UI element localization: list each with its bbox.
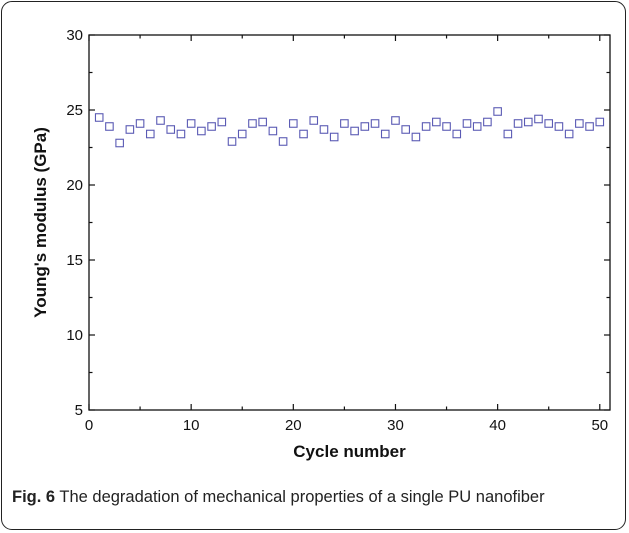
- data-point: [268, 126, 278, 136]
- data-point: [176, 129, 186, 139]
- x-tick-label: 0: [85, 417, 93, 434]
- y-tick-label: 15: [66, 252, 83, 269]
- data-point: [493, 107, 502, 116]
- data-point: [380, 129, 390, 139]
- data-point: [299, 129, 308, 139]
- data-point: [105, 122, 114, 131]
- x-tick-label: 10: [183, 417, 200, 434]
- data-point: [207, 122, 216, 131]
- data-point: [248, 119, 257, 128]
- figure-caption: Fig. 6 The degradation of mechanical pro…: [12, 486, 612, 508]
- axis-ticks: 0 10 20 30 40 50 5 10 15 20 25 30: [66, 27, 610, 434]
- x-tick-label: 30: [387, 417, 404, 434]
- y-tick-label: 20: [66, 177, 83, 194]
- figure-number: Fig. 6: [12, 488, 56, 506]
- plot-area: [88, 34, 611, 411]
- y-tick-label: 25: [66, 102, 83, 119]
- data-point: [513, 119, 523, 128]
- data-points: [94, 107, 605, 148]
- data-point: [462, 119, 472, 128]
- scatter-chart: 0 10 20 30 40 50 5 10 15 20 25 30 Cycle number Youn…: [31, 27, 611, 461]
- data-point: [554, 122, 564, 131]
- data-point: [319, 125, 329, 134]
- data-point: [370, 119, 380, 128]
- data-point: [125, 125, 135, 134]
- data-point: [145, 129, 155, 139]
- x-tick-label: 40: [489, 417, 506, 434]
- data-point: [94, 113, 104, 122]
- y-tick-label: 30: [66, 27, 83, 44]
- data-point: [340, 119, 349, 128]
- x-axis-title: Cycle number: [293, 442, 406, 461]
- data-point: [217, 117, 227, 127]
- data-point: [156, 116, 165, 125]
- data-point: [401, 125, 410, 134]
- data-point: [278, 137, 288, 146]
- data-point: [421, 122, 431, 131]
- data-point: [534, 114, 543, 124]
- data-point: [237, 129, 247, 139]
- data-point: [115, 138, 124, 148]
- data-point: [564, 129, 574, 139]
- data-point: [350, 126, 359, 136]
- data-point: [544, 119, 554, 128]
- data-point: [411, 132, 421, 142]
- data-point: [186, 119, 196, 128]
- data-point: [166, 125, 176, 134]
- data-point: [442, 122, 451, 131]
- data-point: [472, 122, 482, 131]
- caption-text: The degradation of mechanical properties…: [55, 488, 545, 506]
- y-axis-title: Young's modulus (GPa): [31, 127, 50, 318]
- data-point: [432, 117, 441, 127]
- data-point: [329, 132, 339, 142]
- data-point: [595, 117, 605, 127]
- data-point: [289, 119, 298, 128]
- data-point: [523, 117, 533, 127]
- data-point: [135, 119, 145, 128]
- data-point: [503, 129, 513, 139]
- data-point: [309, 116, 319, 125]
- data-point: [585, 122, 594, 131]
- data-point: [452, 129, 462, 139]
- y-tick-label: 5: [75, 402, 83, 419]
- data-point: [258, 117, 267, 127]
- data-point: [227, 137, 237, 146]
- data-point: [391, 116, 400, 125]
- y-tick-label: 10: [66, 327, 83, 344]
- x-tick-label: 20: [285, 417, 302, 434]
- data-point: [360, 122, 370, 131]
- data-point: [197, 126, 206, 136]
- data-point: [483, 117, 492, 127]
- data-point: [575, 119, 584, 128]
- x-tick-label: 50: [591, 417, 608, 434]
